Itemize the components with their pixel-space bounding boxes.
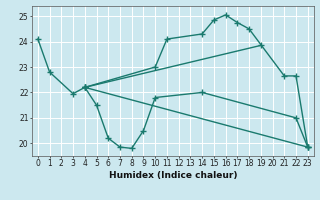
X-axis label: Humidex (Indice chaleur): Humidex (Indice chaleur) xyxy=(108,171,237,180)
